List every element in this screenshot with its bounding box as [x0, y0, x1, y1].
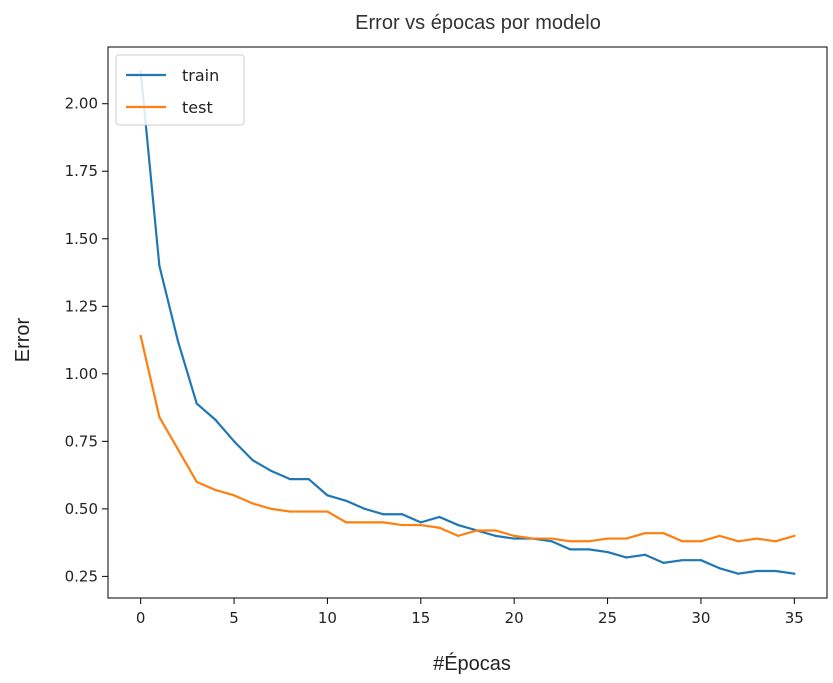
y-tick-label: 0.75 [65, 432, 98, 450]
legend-label-train: train [182, 66, 219, 85]
data-point-test [718, 534, 721, 537]
y-tick-label: 1.50 [65, 230, 98, 248]
data-point-train [401, 513, 404, 516]
legend: train test [115, 54, 245, 126]
data-point-test [232, 494, 236, 497]
plot-area: 0 5 10 15 20 25 30 35 0.25 0.50 0.75 1.00 1.25 1.50 1.… [65, 46, 828, 627]
y-tick-label: 2.00 [65, 95, 98, 113]
data-point-train [513, 537, 516, 540]
data-point-train [681, 559, 684, 562]
data-point-train [662, 561, 665, 564]
data-point-test [307, 510, 310, 513]
chart-title: Error vs épocas por modelo [355, 12, 601, 34]
data-point-test [419, 523, 422, 527]
data-point-test [774, 540, 777, 543]
data-point-train [755, 569, 759, 573]
data-point-test [195, 480, 198, 483]
x-axis-label: #Épocas [433, 652, 511, 675]
data-point-train [737, 572, 740, 575]
y-tick-label: 1.25 [65, 297, 98, 315]
data-point-test [139, 334, 142, 338]
data-point-test [438, 526, 441, 529]
data-point-test [625, 537, 628, 540]
data-point-train [718, 567, 721, 570]
data-point-test [214, 488, 217, 492]
data-point-test [326, 510, 329, 513]
data-point-test [363, 521, 366, 524]
series-line-test [139, 334, 796, 543]
data-point-train [176, 340, 180, 343]
data-point-train [494, 534, 497, 537]
data-point-test [606, 537, 609, 540]
data-point-train [587, 548, 590, 551]
data-point-train [625, 556, 628, 559]
data-point-test [699, 540, 703, 543]
data-point-train [307, 478, 310, 481]
x-tick-label: 30 [691, 609, 710, 627]
data-point-test [662, 532, 665, 535]
data-point-test [457, 534, 460, 537]
x-tick-label: 5 [229, 609, 239, 627]
data-point-train [195, 402, 198, 405]
data-point-train [345, 499, 348, 502]
legend-label-test: test [182, 98, 213, 117]
x-tick-label: 0 [136, 609, 146, 627]
data-point-test [382, 521, 385, 524]
data-point-test [531, 537, 534, 540]
data-point-test [251, 502, 254, 505]
data-point-train [643, 553, 647, 556]
data-point-test [494, 529, 497, 532]
data-point-test [755, 537, 759, 540]
data-point-train [232, 440, 236, 443]
data-point-test [643, 532, 647, 535]
data-point-test [158, 415, 161, 419]
plot-frame [107, 46, 828, 599]
y-tick-label: 1.00 [65, 365, 98, 383]
y-axis-label: Error [12, 317, 34, 362]
x-tick-label: 10 [318, 609, 337, 627]
data-point-test [681, 540, 684, 543]
data-point-test [513, 534, 516, 537]
data-point-train [158, 264, 161, 267]
legend-box [115, 54, 245, 126]
data-point-train [569, 548, 572, 551]
data-point-test [475, 529, 478, 532]
data-point-test [270, 507, 273, 510]
x-tick-label: 25 [598, 609, 617, 627]
data-point-test [587, 540, 590, 543]
x-tick-label: 15 [411, 609, 430, 627]
data-point-train [326, 494, 329, 497]
x-tick-label: 20 [505, 609, 524, 627]
y-tick-label: 0.50 [65, 500, 98, 518]
data-point-test [176, 448, 180, 451]
data-point-train [550, 540, 553, 543]
series-line-train [139, 70, 796, 575]
data-point-train [699, 559, 703, 562]
data-point-test [288, 510, 292, 513]
data-point-train [270, 469, 273, 473]
data-point-test [401, 523, 404, 527]
data-point-train [288, 478, 292, 481]
y-tick-label: 1.75 [65, 162, 98, 180]
data-point-test [345, 521, 348, 524]
data-point-test [737, 540, 740, 543]
data-point-train [363, 507, 366, 510]
data-point-train [793, 572, 796, 575]
data-point-train [438, 515, 441, 519]
data-point-test [793, 534, 796, 537]
data-point-train [606, 550, 609, 554]
data-point-train [457, 523, 460, 527]
data-point-test [550, 537, 553, 540]
y-tick-label: 0.25 [65, 567, 98, 585]
x-tick-label: 35 [785, 609, 804, 627]
data-point-train [251, 459, 254, 462]
data-point-train [382, 513, 385, 516]
data-point-train [214, 418, 217, 421]
data-point-test [569, 540, 572, 543]
data-point-train [774, 569, 777, 573]
data-point-train [419, 521, 422, 524]
